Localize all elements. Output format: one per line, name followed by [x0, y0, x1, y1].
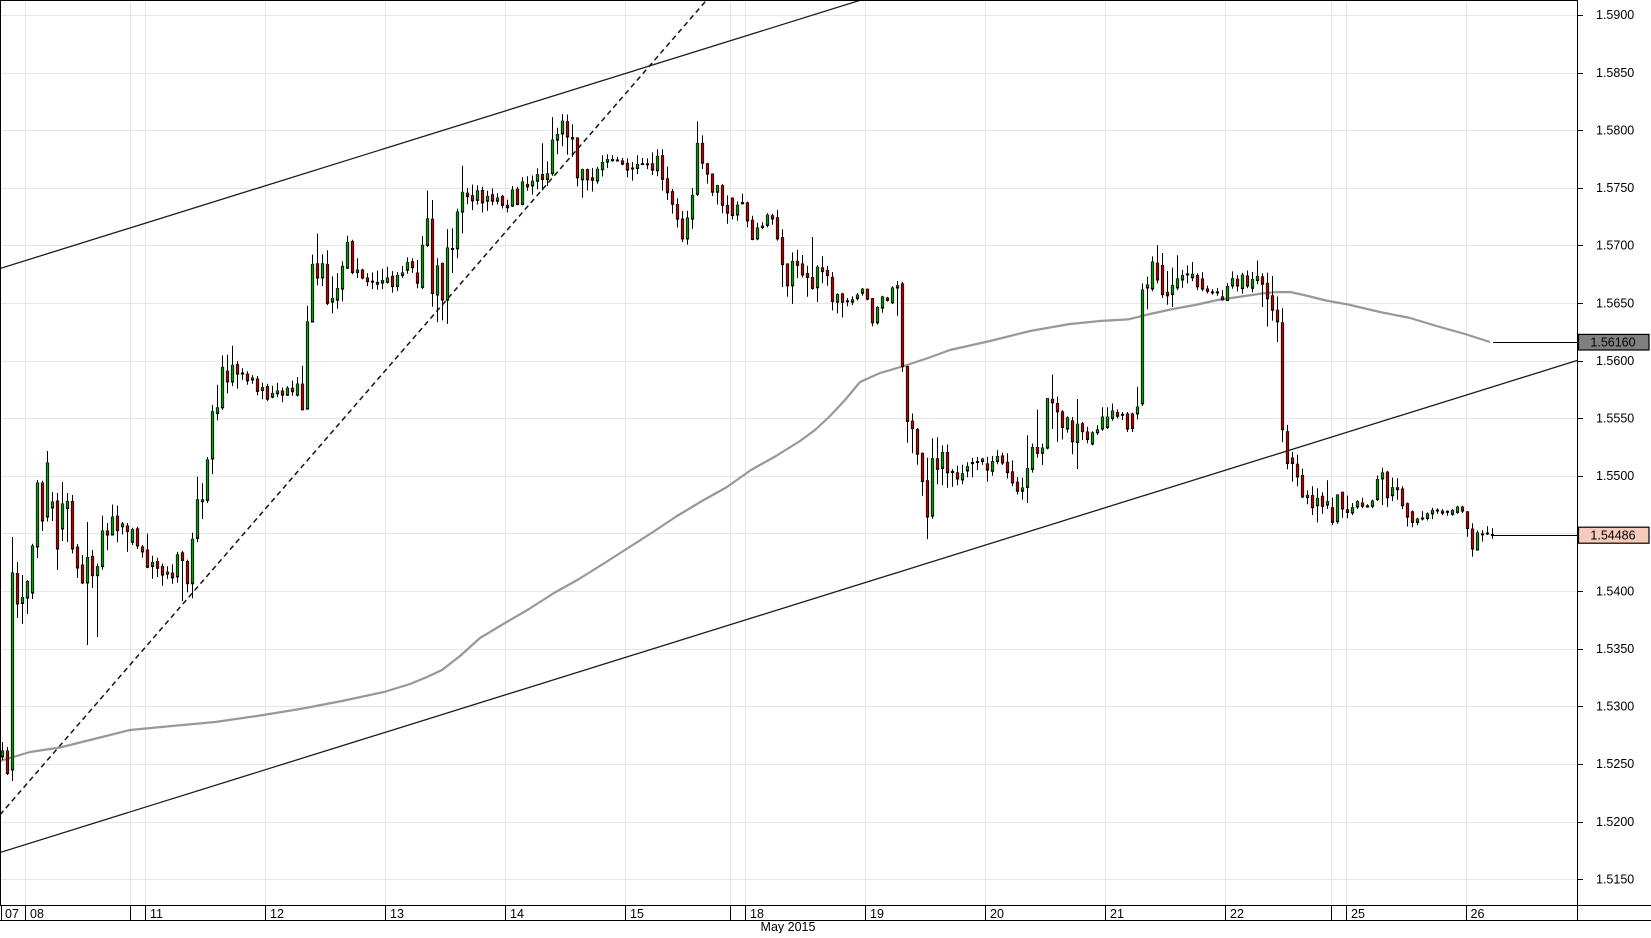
svg-text:1.5700: 1.5700	[1596, 239, 1634, 253]
svg-text:20: 20	[990, 907, 1004, 921]
svg-text:1.5900: 1.5900	[1596, 8, 1634, 22]
svg-text:12: 12	[270, 907, 284, 921]
svg-text:May 2015: May 2015	[761, 920, 816, 933]
svg-text:1.5500: 1.5500	[1596, 469, 1634, 483]
svg-text:21: 21	[1110, 907, 1124, 921]
svg-text:26: 26	[1471, 907, 1485, 921]
svg-text:1.5200: 1.5200	[1596, 815, 1634, 829]
svg-text:1.5350: 1.5350	[1596, 642, 1634, 656]
svg-text:1.5850: 1.5850	[1596, 66, 1634, 80]
svg-text:1.54486: 1.54486	[1590, 529, 1635, 543]
svg-text:19: 19	[870, 907, 884, 921]
svg-text:1.5600: 1.5600	[1596, 354, 1634, 368]
svg-text:1.5750: 1.5750	[1596, 181, 1634, 195]
svg-text:1.56160: 1.56160	[1590, 336, 1635, 350]
svg-text:15: 15	[630, 907, 644, 921]
svg-text:14: 14	[510, 907, 524, 921]
svg-text:1.5650: 1.5650	[1596, 296, 1634, 310]
svg-text:1.5400: 1.5400	[1596, 584, 1634, 598]
svg-text:13: 13	[390, 907, 404, 921]
svg-text:08: 08	[30, 907, 44, 921]
svg-text:1.5250: 1.5250	[1596, 757, 1634, 771]
svg-text:07: 07	[5, 907, 19, 921]
svg-text:22: 22	[1230, 907, 1244, 921]
svg-text:18: 18	[750, 907, 764, 921]
svg-text:1.5800: 1.5800	[1596, 123, 1634, 137]
svg-text:1.5550: 1.5550	[1596, 412, 1634, 426]
svg-text:1.5150: 1.5150	[1596, 872, 1634, 886]
svg-text:25: 25	[1351, 907, 1365, 921]
svg-text:11: 11	[150, 907, 163, 921]
svg-text:1.5300: 1.5300	[1596, 700, 1634, 714]
